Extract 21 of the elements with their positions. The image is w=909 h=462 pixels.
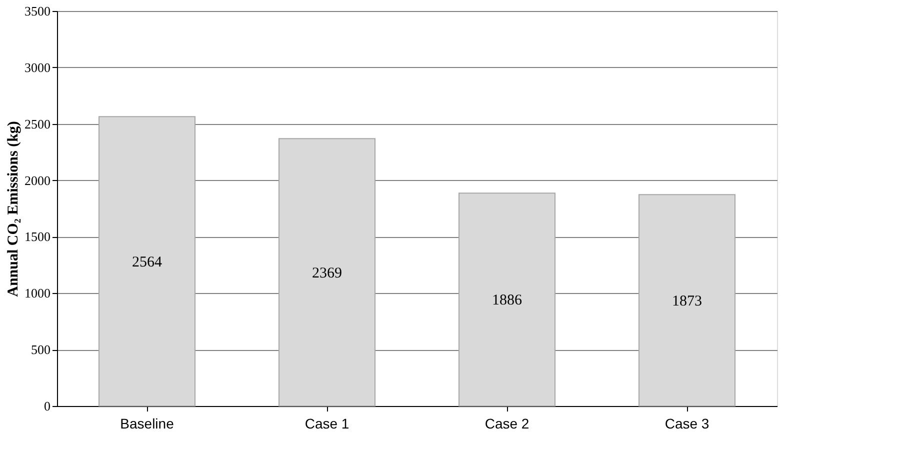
bar — [278, 138, 376, 406]
y-tick-label: 3000 — [24, 60, 50, 75]
x-tick-label: Case 3 — [664, 416, 710, 432]
x-tick-label: Case 2 — [484, 416, 530, 432]
y-tick-label: 2500 — [24, 116, 50, 132]
y-tick-label: 2000 — [24, 172, 50, 188]
data-label: 1873 — [672, 293, 702, 310]
data-label: 2564 — [132, 254, 162, 270]
y-tick-label: 500 — [31, 342, 50, 358]
data-label: 2369 — [312, 265, 342, 282]
y-tick-label: 1500 — [24, 229, 50, 244]
data-label: 1886 — [492, 292, 522, 309]
y-axis-title: Annual CO₂ Emissions (kg) — [6, 121, 22, 297]
x-tick-label: Baseline — [120, 416, 174, 432]
bar — [638, 194, 736, 406]
x-tick-label: Case 1 — [304, 416, 350, 432]
bar — [458, 192, 556, 406]
y-tick-label: 0 — [44, 398, 50, 414]
y-tick-label: 3500 — [24, 4, 50, 18]
y-tick-label: 1000 — [24, 286, 50, 301]
bar — [98, 116, 196, 406]
